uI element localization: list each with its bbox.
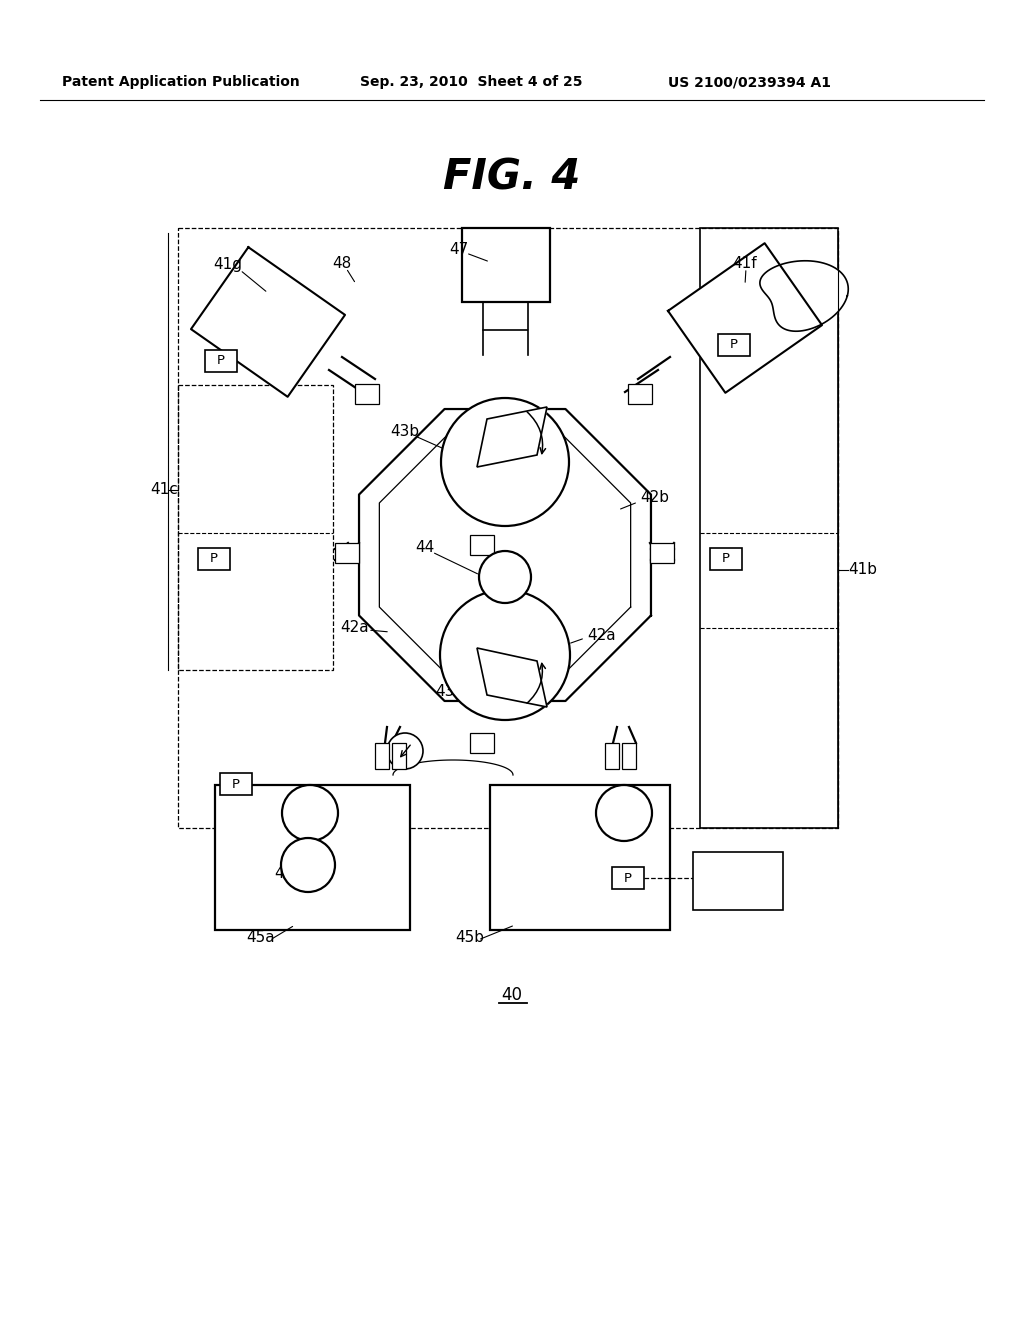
Bar bbox=[710, 548, 742, 570]
Text: 42a: 42a bbox=[587, 627, 615, 643]
Bar bbox=[205, 350, 237, 372]
Text: 42b: 42b bbox=[640, 491, 669, 506]
Text: 41b: 41b bbox=[848, 562, 877, 578]
Text: Patent Application Publication: Patent Application Publication bbox=[62, 75, 300, 88]
Text: P: P bbox=[210, 553, 218, 565]
Text: 45b: 45b bbox=[455, 929, 484, 945]
Text: 43a: 43a bbox=[435, 685, 464, 700]
Bar bbox=[693, 851, 783, 909]
Text: 41c: 41c bbox=[150, 483, 178, 498]
Text: P: P bbox=[722, 553, 730, 565]
Bar bbox=[375, 743, 389, 770]
Circle shape bbox=[479, 550, 531, 603]
Text: 48: 48 bbox=[332, 256, 351, 271]
Circle shape bbox=[281, 838, 335, 892]
Bar bbox=[198, 548, 230, 570]
Bar bbox=[700, 228, 838, 828]
Bar bbox=[622, 743, 636, 770]
Polygon shape bbox=[483, 330, 528, 355]
Polygon shape bbox=[191, 247, 345, 397]
Text: P: P bbox=[624, 871, 632, 884]
Circle shape bbox=[282, 785, 338, 841]
Text: P: P bbox=[217, 355, 225, 367]
Bar bbox=[650, 543, 674, 564]
Bar bbox=[220, 774, 252, 795]
Bar bbox=[335, 543, 359, 564]
Bar bbox=[392, 743, 406, 770]
Text: 46: 46 bbox=[274, 866, 293, 880]
Text: 43b: 43b bbox=[390, 425, 419, 440]
Text: 41g: 41g bbox=[213, 257, 242, 272]
Text: 47: 47 bbox=[449, 242, 468, 256]
Bar bbox=[462, 228, 550, 302]
Text: FIG. 4: FIG. 4 bbox=[443, 157, 581, 199]
Text: Sep. 23, 2010  Sheet 4 of 25: Sep. 23, 2010 Sheet 4 of 25 bbox=[360, 75, 583, 88]
Text: 44: 44 bbox=[415, 540, 434, 556]
Polygon shape bbox=[477, 648, 547, 708]
Text: P: P bbox=[232, 777, 240, 791]
Polygon shape bbox=[668, 243, 822, 393]
Circle shape bbox=[441, 399, 569, 525]
Circle shape bbox=[596, 785, 652, 841]
Circle shape bbox=[387, 733, 423, 770]
Polygon shape bbox=[477, 407, 547, 467]
Bar bbox=[178, 228, 838, 828]
Bar bbox=[490, 785, 670, 931]
Text: P: P bbox=[730, 338, 738, 351]
Bar bbox=[470, 733, 494, 752]
Bar bbox=[718, 334, 750, 356]
Text: 42a: 42a bbox=[340, 620, 369, 635]
Bar bbox=[612, 867, 644, 888]
Text: 45a: 45a bbox=[246, 929, 274, 945]
Bar bbox=[215, 785, 410, 931]
Text: 41f: 41f bbox=[732, 256, 757, 271]
Text: US 2100/0239394 A1: US 2100/0239394 A1 bbox=[668, 75, 831, 88]
Bar bbox=[605, 743, 618, 770]
Bar bbox=[470, 535, 494, 554]
Circle shape bbox=[440, 590, 570, 719]
Bar bbox=[628, 384, 652, 404]
Bar bbox=[355, 384, 379, 404]
Bar bbox=[178, 385, 333, 671]
Text: 40: 40 bbox=[502, 986, 522, 1005]
Polygon shape bbox=[760, 261, 848, 331]
